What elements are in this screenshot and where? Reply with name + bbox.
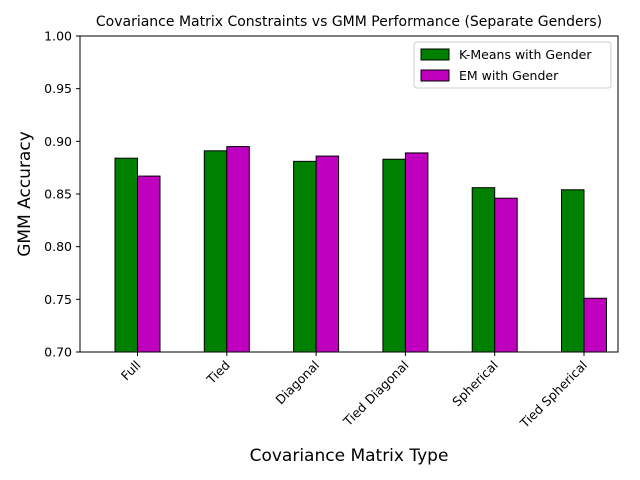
y-axis: 0.70 0.75 0.80 0.85 0.90 0.95 1.00 [44,29,80,360]
x-tick-label: Diagonal [272,358,322,408]
y-tick-label: 0.75 [44,292,72,307]
x-tick-label: Spherical [449,358,501,410]
x-tick-label: Tied Spherical [516,358,590,432]
bar-em-1 [226,146,250,353]
bar-kmeans-4 [471,187,496,353]
chart-title: Covariance Matrix Constraints vs GMM Per… [96,14,602,30]
legend-swatch [420,48,450,61]
bars-layer [114,146,607,353]
legend-label: K-Means with Gender [459,47,592,62]
x-tick-label: Full [118,358,144,384]
x-tick-label: Tied Diagonal [340,358,412,430]
bar-kmeans-3 [382,158,406,353]
y-tick-label: 0.70 [44,345,72,360]
bar-em-5 [583,297,607,353]
plot-area [80,36,618,352]
bar-kmeans-5 [561,189,585,353]
legend-swatch [420,69,450,82]
x-tick-label: Tied [203,358,233,388]
bar-em-3 [404,152,429,353]
legend: K-Means with Gender EM with Gender [413,41,612,89]
y-tick-label: 0.85 [44,187,72,202]
legend-label: EM with Gender [459,68,559,83]
plot-frame [79,35,619,353]
bar-kmeans-2 [293,160,317,353]
x-axis-label: Covariance Matrix Type [250,446,449,466]
y-tick-label: 0.90 [44,134,72,149]
bar-em-2 [315,155,340,353]
y-tick-label: 0.80 [44,239,72,254]
y-axis-label: GMM Accuracy [15,131,35,257]
x-axis: Full Tied Diagonal Tied Diagonal Spherical Ti… [118,352,590,431]
y-tick-label: 0.95 [44,81,72,96]
bar-kmeans-0 [114,157,138,353]
bar-kmeans-1 [203,150,228,353]
bar-em-0 [137,175,161,353]
legend-box [413,41,612,89]
bar-em-4 [494,197,518,353]
y-tick-label: 1.00 [44,29,72,44]
